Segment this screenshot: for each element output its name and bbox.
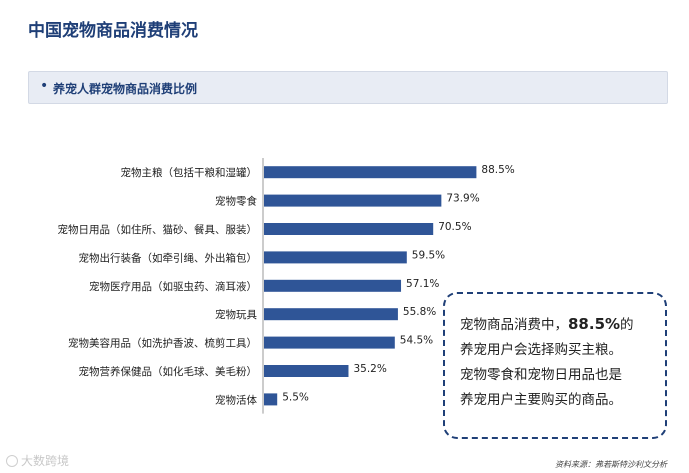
watermark: 大数跨境 xyxy=(6,452,69,469)
callout-line-1: 宠物商品消费中，88.5%的 xyxy=(460,312,665,338)
value-label: 55.8% xyxy=(403,306,436,318)
section-bullet: • xyxy=(40,78,49,94)
category-label: 宠物日用品（如住所、猫砂、餐具、服装） xyxy=(58,223,258,236)
value-label: 70.5% xyxy=(438,221,471,233)
callout-box: 宠物商品消费中，88.5%的 养宠用户会选择购买主粮。 宠物零食和宠物日用品也是… xyxy=(443,292,667,439)
bar xyxy=(264,308,398,321)
category-label: 宠物玩具 xyxy=(215,308,257,321)
category-label: 宠物主粮（包括干粮和湿罐） xyxy=(121,166,258,179)
bar xyxy=(264,393,278,406)
source-note: 资料来源：弗若斯特沙利文分析 xyxy=(555,460,667,469)
category-label: 宠物出行装备（如牵引绳、外出箱包） xyxy=(79,251,258,264)
value-label: 35.2% xyxy=(353,363,386,375)
bar xyxy=(264,336,395,349)
section-label: 养宠人群宠物商品消费比例 xyxy=(53,82,198,96)
watermark-text: 大数跨境 xyxy=(21,454,70,468)
category-label: 宠物活体 xyxy=(215,393,257,406)
callout-line-1-pre: 宠物商品消费中， xyxy=(460,317,568,333)
callout-line-3: 宠物零食和宠物日用品也是 xyxy=(460,367,622,383)
bar xyxy=(264,194,442,207)
bar xyxy=(264,223,434,235)
callout-line-1-post: 的 xyxy=(620,317,634,333)
category-label: 宠物医疗用品（如驱虫药、滴耳液） xyxy=(89,280,257,293)
callout-line-4: 养宠用户主要购买的商品。 xyxy=(460,392,622,408)
bar xyxy=(264,365,349,377)
value-label: 57.1% xyxy=(406,278,439,290)
value-label: 59.5% xyxy=(412,249,445,261)
value-label: 5.5% xyxy=(282,391,309,403)
category-label: 宠物营养保健品（如化毛球、美毛粉） xyxy=(79,365,258,378)
callout-line-2: 养宠用户会选择购买主粮。 xyxy=(460,342,622,358)
category-label: 宠物零食 xyxy=(215,195,257,208)
page-title: 中国宠物商品消费情况 xyxy=(28,21,198,41)
callout-highlight: 88.5% xyxy=(568,315,621,333)
value-label: 73.9% xyxy=(446,193,479,205)
bar xyxy=(264,166,477,179)
value-label: 54.5% xyxy=(400,335,433,347)
category-label: 宠物美容用品（如洗护香波、梳剪工具） xyxy=(68,337,257,350)
bar xyxy=(264,251,407,264)
watermark-logo-icon xyxy=(6,455,18,467)
value-label: 88.5% xyxy=(481,164,514,176)
section-header-bar: • 养宠人群宠物商品消费比例 xyxy=(28,71,668,104)
bar xyxy=(264,279,402,292)
